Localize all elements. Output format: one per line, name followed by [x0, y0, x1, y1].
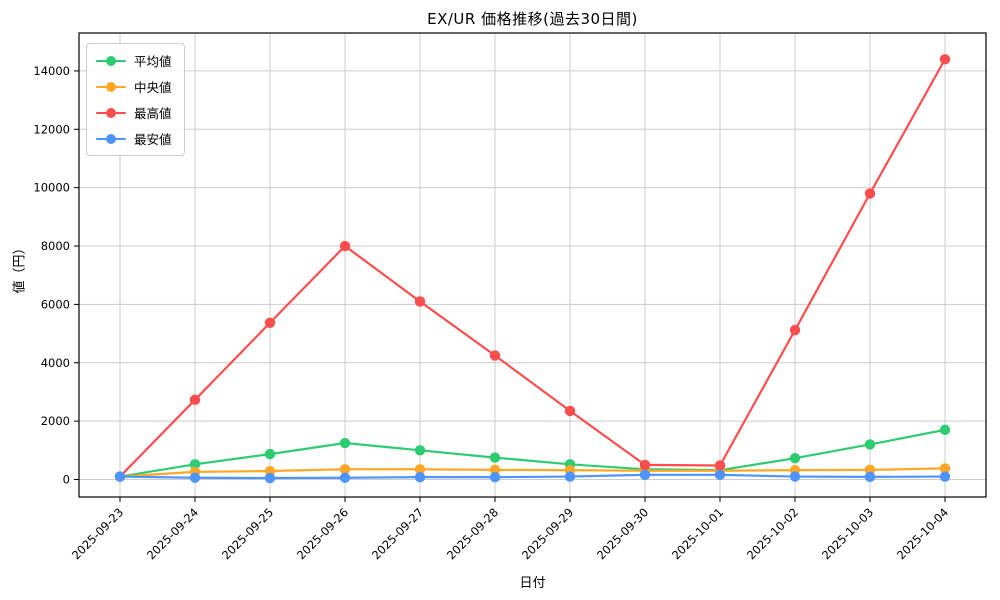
legend-item-average: 平均値	[96, 51, 172, 70]
svg-text:2025-09-30: 2025-09-30	[594, 505, 651, 562]
svg-text:2025-09-25: 2025-09-25	[219, 505, 276, 562]
x-axis-label: 日付	[519, 576, 546, 591]
svg-text:4000: 4000	[41, 356, 70, 370]
plot-border	[78, 32, 987, 498]
series-line-average	[118, 428, 947, 478]
series-highest	[114, 54, 951, 482]
line-dot-marker-icon	[96, 107, 126, 118]
svg-text:2025-10-01: 2025-10-01	[669, 505, 726, 562]
legend-item-highest: 最高値	[96, 103, 172, 122]
legend-item-lowest: 最安値	[96, 129, 172, 148]
legend-label: 平均値	[134, 54, 172, 69]
svg-text:2025-10-04: 2025-10-04	[894, 505, 951, 562]
x-tick-labels: 2025-09-23 2025-09-24 2025-09-25 2025-09-26…	[69, 505, 951, 562]
line-dot-marker-icon	[96, 55, 126, 66]
line-dot-marker-icon	[96, 81, 126, 92]
svg-text:2025-10-02: 2025-10-02	[744, 505, 801, 562]
legend-label: 最安値	[134, 132, 172, 147]
line-dot-marker-icon	[96, 133, 126, 144]
legend-label: 最高値	[134, 106, 172, 121]
svg-text:2000: 2000	[41, 414, 70, 428]
svg-text:10000: 10000	[33, 181, 70, 195]
svg-text:12000: 12000	[33, 122, 70, 136]
svg-text:2025-09-24: 2025-09-24	[144, 505, 201, 562]
tick-marks	[74, 70, 946, 502]
svg-text:8000: 8000	[41, 239, 70, 253]
svg-text:2025-10-03: 2025-10-03	[819, 505, 876, 562]
svg-text:6000: 6000	[41, 297, 70, 311]
y-tick-labels: 0 2000 4000 6000 8000 10000 12000 14000	[33, 64, 70, 487]
y-axis-label: 値（円）	[12, 241, 28, 294]
svg-text:14000: 14000	[33, 64, 70, 78]
legend: 平均値 中央値 最高値 最安値	[86, 43, 185, 156]
chart-title: EX/UR 価格推移(過去30日間)	[427, 10, 638, 28]
series-line-median	[118, 467, 947, 478]
gridlines	[79, 33, 986, 497]
svg-text:0: 0	[63, 472, 70, 486]
svg-text:2025-09-28: 2025-09-28	[444, 505, 501, 562]
svg-text:2025-09-27: 2025-09-27	[369, 505, 426, 562]
series-line-lowest	[118, 473, 947, 480]
svg-text:2025-09-26: 2025-09-26	[294, 505, 351, 562]
legend-item-median: 中央値	[96, 77, 172, 96]
series-line-highest	[118, 58, 947, 478]
svg-text:2025-09-23: 2025-09-23	[69, 505, 126, 562]
legend-label: 中央値	[134, 80, 172, 95]
svg-text:2025-09-29: 2025-09-29	[519, 505, 576, 562]
